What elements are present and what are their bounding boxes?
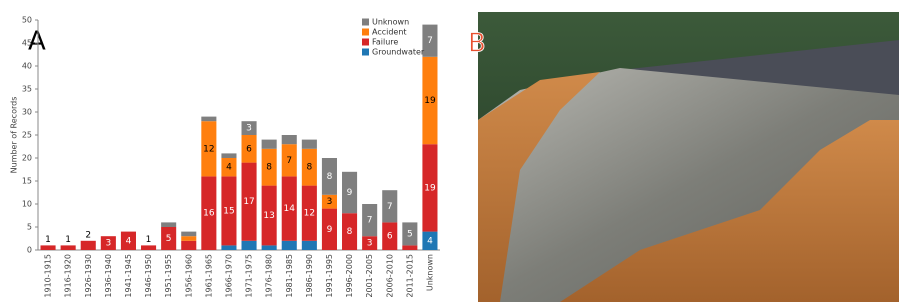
x-tick-label: 1916-1920 — [64, 254, 73, 298]
bar-segment — [41, 245, 56, 250]
data-label: 6 — [246, 144, 252, 154]
figure: B A Number of Records 051015202530354045… — [0, 0, 899, 302]
data-label: 13 — [263, 211, 274, 221]
y-tick-label: 0 — [27, 246, 32, 255]
panel-label: B — [468, 29, 486, 59]
x-tick-label: 1946-1950 — [144, 254, 153, 298]
data-label: 8 — [306, 163, 312, 173]
bar-segment — [221, 153, 236, 158]
data-label: 3 — [105, 239, 111, 249]
bar-segment — [141, 245, 156, 250]
data-label: 3 — [367, 239, 373, 249]
data-label: 5 — [407, 229, 413, 239]
x-tick-label: 1976-1980 — [265, 254, 274, 298]
x-tick-label: 1951-1955 — [164, 254, 173, 298]
data-label: 7 — [367, 216, 373, 226]
data-label: 9 — [347, 188, 353, 198]
x-tick-label: 2001-2005 — [365, 254, 374, 298]
data-label: 8 — [347, 227, 353, 237]
data-label: 6 — [387, 232, 393, 242]
y-tick-label: 40 — [22, 62, 32, 71]
x-tick-label: 2006-2010 — [385, 254, 394, 298]
legend-label: Accident — [372, 28, 407, 37]
x-tick-label: 2011-2015 — [405, 254, 414, 298]
x-tick-label: 1966-1970 — [224, 254, 233, 298]
data-label: 1 — [45, 235, 51, 245]
data-label: 7 — [427, 36, 433, 46]
y-tick-label: 20 — [22, 154, 32, 163]
x-tick-label: Unknown — [425, 254, 434, 291]
bar-segment — [302, 140, 317, 149]
y-tick-label: 25 — [22, 131, 32, 140]
x-tick-label: 1941-1945 — [124, 254, 133, 298]
data-label: 12 — [304, 209, 315, 219]
data-label: 8 — [327, 172, 333, 182]
data-label: 12 — [203, 144, 214, 154]
data-label: 15 — [223, 206, 234, 216]
y-tick-label: 10 — [22, 200, 32, 209]
data-label: 8 — [266, 163, 272, 173]
bar-segment — [181, 236, 196, 241]
data-label: 4 — [226, 163, 232, 173]
bar-segment — [81, 241, 96, 250]
data-label: 3 — [246, 124, 252, 134]
bar-segment — [262, 140, 277, 149]
y-tick-label: 5 — [27, 223, 32, 232]
bar-segment — [201, 117, 216, 122]
data-label: 3 — [327, 197, 333, 207]
data-label: 2 — [85, 230, 91, 240]
bar-segment — [242, 241, 257, 250]
bar-segment — [61, 245, 76, 250]
data-label: 16 — [203, 209, 215, 219]
bar-segment — [181, 241, 196, 250]
data-label: 19 — [424, 183, 436, 193]
y-tick-label: 50 — [22, 16, 32, 25]
photo — [478, 12, 899, 302]
data-label: 19 — [424, 96, 436, 106]
bar-segment — [262, 245, 277, 250]
bar-segment — [181, 232, 196, 237]
y-tick-label: 45 — [22, 39, 32, 48]
data-label: 7 — [387, 202, 393, 212]
bar-segment — [302, 241, 317, 250]
x-tick-label: 1926-1930 — [84, 254, 93, 298]
data-label: 1 — [65, 235, 71, 245]
x-tick-label: 1956-1960 — [184, 254, 193, 298]
data-label: 4 — [126, 236, 132, 246]
bar-segment — [161, 222, 176, 227]
legend-label: Failure — [372, 38, 398, 47]
data-label: 7 — [286, 156, 292, 166]
bar-segment — [282, 241, 297, 250]
legend-swatch — [362, 29, 369, 36]
legend-swatch — [362, 39, 369, 46]
x-tick-label: 1971-1975 — [245, 254, 254, 298]
y-tick-label: 35 — [22, 85, 32, 94]
x-tick-label: 1961-1965 — [204, 254, 213, 298]
x-tick-label: 1991-1995 — [325, 254, 334, 298]
x-tick-label: 1910-1915 — [44, 254, 53, 298]
bar-segment — [221, 245, 236, 250]
x-tick-label: 1986-1990 — [305, 254, 314, 298]
data-label: 9 — [327, 225, 333, 235]
y-tick-label: 15 — [22, 177, 32, 186]
legend-label: Groundwater — [372, 48, 425, 57]
data-label: 17 — [243, 197, 254, 207]
data-label: 14 — [284, 204, 296, 214]
data-label: 1 — [146, 235, 152, 245]
x-tick-label: 1996-2000 — [345, 254, 354, 298]
legend-swatch — [362, 49, 369, 56]
x-tick-label: 1936-1940 — [104, 254, 113, 298]
legend-swatch — [362, 19, 369, 26]
bar-segment — [282, 135, 297, 144]
y-tick-label: 30 — [22, 108, 32, 117]
data-label: 5 — [166, 234, 172, 244]
x-tick-label: 1981-1985 — [285, 254, 294, 298]
legend-label: Unknown — [372, 18, 409, 27]
data-label: 4 — [427, 236, 433, 246]
bar-segment — [402, 245, 417, 250]
y-axis-title: Number of Records — [10, 97, 19, 174]
